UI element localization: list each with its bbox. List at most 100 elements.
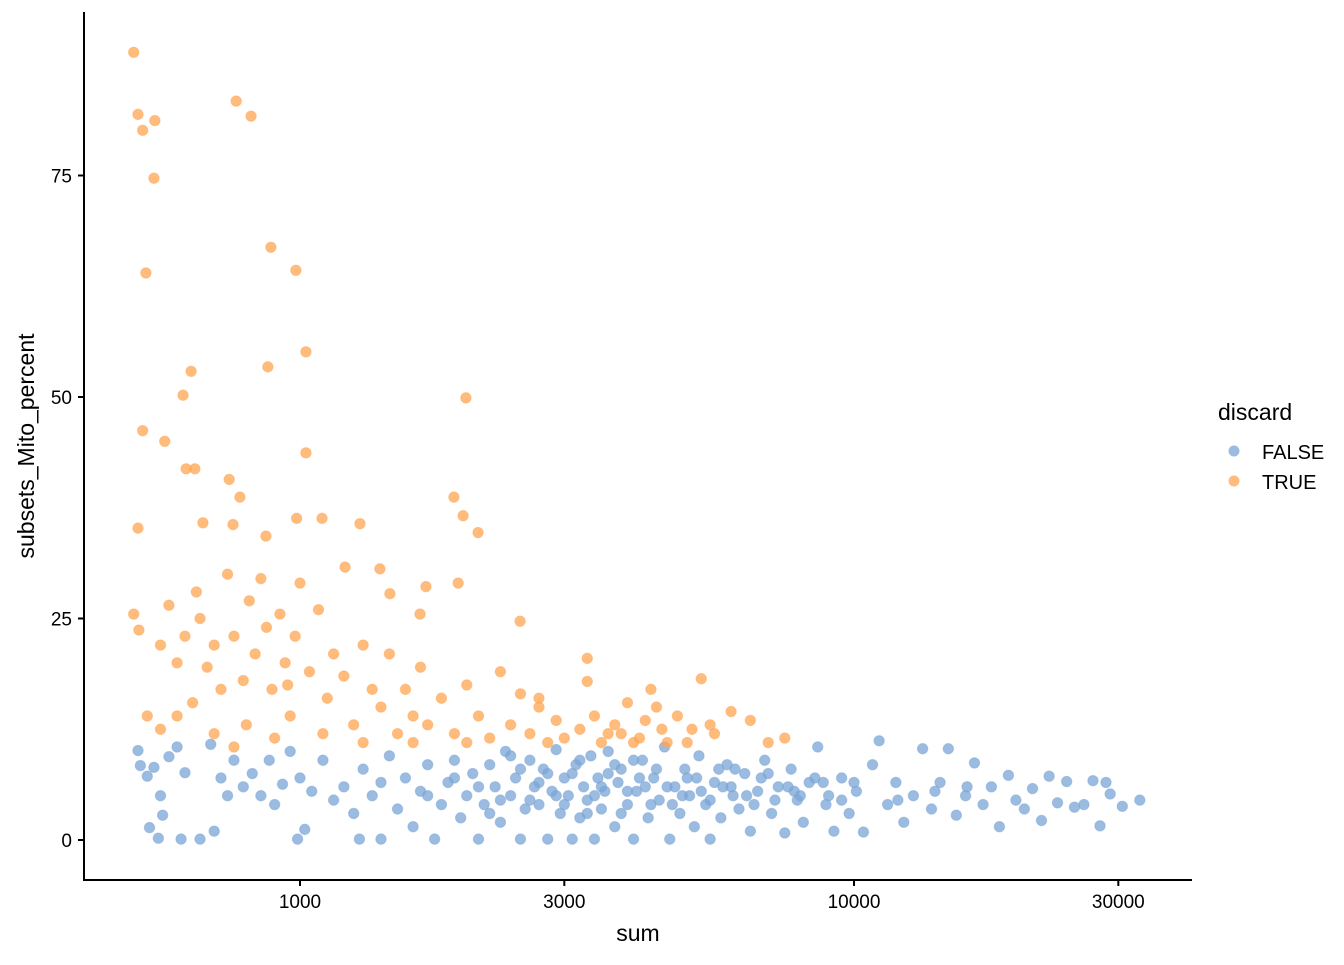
point-false [581, 807, 593, 820]
point-true [268, 732, 281, 744]
point-true [185, 365, 197, 378]
point-false [916, 743, 929, 755]
point-false [639, 781, 651, 793]
point-false [454, 812, 467, 824]
point-true [243, 595, 256, 607]
point-false [661, 781, 673, 793]
point-true [588, 710, 601, 722]
y-tick-label: 0 [61, 831, 72, 852]
point-false [690, 772, 703, 784]
point-false [1116, 800, 1129, 813]
point-true [514, 688, 527, 700]
point-true [595, 736, 608, 749]
point-true [779, 732, 791, 744]
point-true [366, 683, 378, 696]
point-true [457, 510, 469, 522]
y-tick-label: 75 [51, 167, 72, 188]
point-true [375, 701, 387, 713]
x-tick-label: 10000 [828, 892, 881, 913]
point-false [866, 758, 879, 771]
point-false [769, 794, 781, 806]
point-false [524, 794, 536, 806]
point-false [828, 825, 840, 837]
point-false [208, 825, 220, 837]
point-false [588, 790, 601, 802]
legend-key-true [1228, 475, 1240, 487]
point-false [143, 821, 156, 834]
point-false [550, 743, 562, 756]
point-true [681, 736, 693, 749]
point-false [1018, 803, 1031, 815]
point-false [642, 812, 654, 824]
point-false [762, 767, 774, 780]
point-true [621, 696, 634, 709]
point-false [421, 790, 434, 802]
y-tick-label: 25 [51, 610, 72, 631]
point-true [435, 692, 448, 704]
x-tick-label: 1000 [279, 892, 321, 913]
point-false [817, 776, 829, 789]
point-false [154, 790, 167, 802]
points-layer [128, 46, 1146, 845]
point-true [132, 522, 144, 534]
point-false [246, 767, 258, 780]
point-false [609, 758, 621, 771]
point-false [843, 807, 855, 820]
point-true [321, 692, 333, 704]
point-false [284, 745, 296, 758]
point-false [725, 781, 737, 793]
point-false [514, 833, 527, 845]
point-true [414, 661, 427, 673]
point-false [892, 794, 904, 806]
point-false [148, 761, 160, 774]
point-false [977, 798, 989, 811]
point-true [452, 577, 464, 589]
point-true [300, 346, 312, 358]
point-false [676, 790, 689, 802]
point-true [656, 723, 668, 735]
point-false [713, 763, 725, 775]
point-true [650, 701, 663, 713]
point-true [136, 124, 149, 137]
point-true [274, 608, 286, 620]
point-false [494, 794, 507, 806]
point-true [265, 241, 277, 253]
point-false [472, 833, 485, 845]
point-true [215, 683, 227, 696]
point-false [612, 776, 624, 789]
point-true [615, 727, 627, 740]
point-false [175, 833, 187, 845]
point-false [291, 833, 304, 845]
point-true [201, 661, 213, 673]
point-true [290, 512, 303, 525]
point-true [602, 727, 614, 740]
point-false [391, 803, 404, 815]
point-false [1043, 770, 1055, 782]
y-ticks: 0 25 50 75 [51, 167, 84, 852]
point-true [171, 710, 183, 722]
point-false [695, 785, 707, 797]
point-true [154, 639, 167, 651]
point-false [1087, 774, 1099, 787]
point-false [448, 772, 461, 784]
point-false [215, 772, 227, 784]
point-false [228, 754, 240, 766]
point-false [294, 772, 306, 784]
point-false [609, 821, 621, 833]
point-false [357, 763, 369, 775]
point-true [260, 530, 272, 542]
point-false [785, 763, 797, 775]
point-false [338, 781, 350, 793]
point-true [255, 572, 267, 585]
point-true [339, 561, 351, 573]
point-true [316, 512, 328, 525]
point-false [1026, 782, 1039, 795]
point-false [141, 770, 153, 782]
y-tick-label: 50 [51, 388, 72, 409]
point-true [140, 267, 152, 279]
point-false [925, 803, 938, 815]
point-true [141, 710, 153, 722]
point-false [633, 772, 646, 784]
point-true [133, 624, 145, 636]
